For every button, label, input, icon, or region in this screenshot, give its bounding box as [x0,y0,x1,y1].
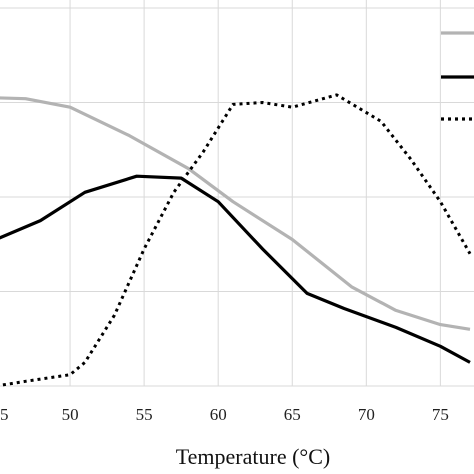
x-tick-label: 60 [210,405,227,424]
chart-grid [0,0,474,387]
x-axis-label: Temperature (°C) [176,444,330,469]
x-tick-label: 65 [284,405,301,424]
x-tick-label: 50 [62,405,79,424]
x-tick-label: 75 [432,405,449,424]
x-tick-label: 70 [358,405,375,424]
x-tick-label: 55 [136,405,153,424]
series-line-1 [0,96,471,331]
series-line-2 [0,174,471,364]
series-line-3 [0,93,472,387]
chart-legend [441,31,474,121]
x-tick-label: 5 [0,405,9,424]
x-axis-ticks: 5 50 55 60 65 70 75 [0,405,449,424]
chart-series [0,93,472,387]
